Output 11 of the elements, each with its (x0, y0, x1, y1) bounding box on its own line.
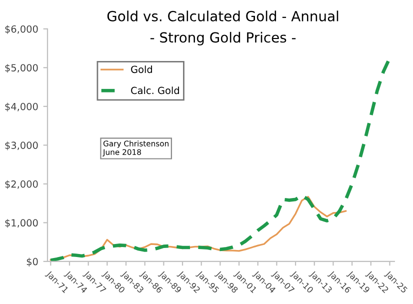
chart-subtitle: - Strong Gold Prices - (150, 32, 296, 46)
y-tick-label: $5,000 (5, 64, 38, 73)
y-tick-label: $3,000 (5, 141, 38, 150)
y-tick-label: $2,000 (5, 180, 38, 190)
y-tick-label: $4,000 (5, 102, 38, 112)
y-tick-label: $1,000 (5, 218, 38, 228)
legend-label: Gold (131, 66, 152, 74)
y-tick-label: $0 (26, 258, 38, 267)
chart-title: Gold vs. Calculated Gold - Annual (107, 10, 338, 22)
legend-label: Calc. Gold (131, 86, 179, 94)
y-tick-label: $6,000 (5, 25, 38, 34)
